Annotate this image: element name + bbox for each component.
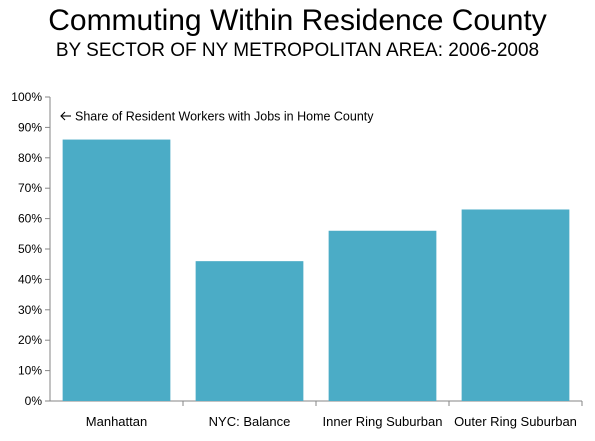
annotation-text: Share of Resident Workers with Jobs in H…: [75, 110, 374, 124]
y-tick-label: 10%: [18, 364, 42, 378]
x-category-label: NYC: Balance: [209, 414, 291, 429]
x-category-label: Outer Ring Suburban: [454, 414, 577, 429]
y-tick-label: 50%: [18, 242, 42, 256]
bar: [195, 261, 304, 401]
x-category-label: Inner Ring Suburban: [323, 414, 443, 429]
chart-title: Commuting Within Residence County: [48, 4, 547, 37]
bar: [461, 209, 570, 401]
y-tick-label: 60%: [18, 212, 42, 226]
y-tick-label: 30%: [18, 303, 42, 317]
y-tick-label: 100%: [11, 90, 42, 104]
y-tick-label: 70%: [18, 181, 42, 195]
chart-subtitle: BY SECTOR OF NY METROPOLITAN AREA: 2006-…: [55, 40, 540, 61]
y-tick-label: 40%: [18, 272, 42, 286]
annotation-arrow-head-icon: [60, 111, 66, 121]
y-tick-label: 90%: [18, 120, 42, 134]
bar: [62, 139, 171, 401]
x-category-label: Manhattan: [86, 414, 147, 429]
y-tick-label: 0%: [25, 394, 43, 408]
y-tick-label: 80%: [18, 151, 42, 165]
y-tick-label: 20%: [18, 333, 42, 347]
bar: [328, 230, 437, 401]
